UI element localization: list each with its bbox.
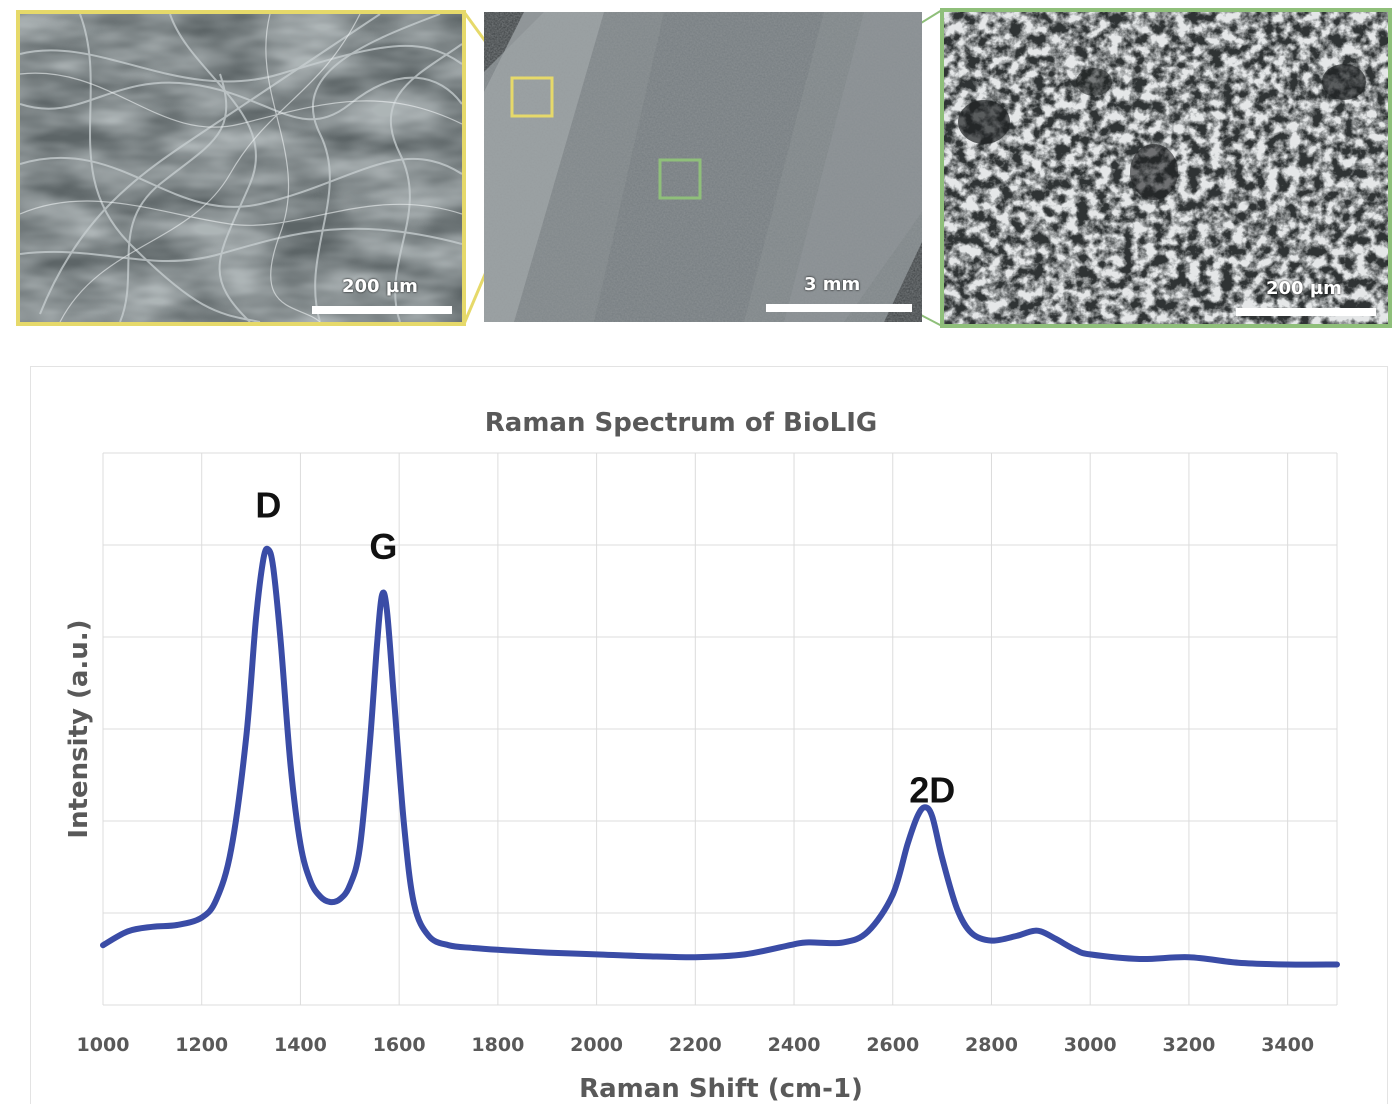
x-axis-ticks: 1000 1200 1400 1600 1800 2000 2200 2400 2600 2800… xyxy=(77,1034,1315,1056)
scale-bar xyxy=(766,304,912,312)
x-tick-label: 3400 xyxy=(1261,1034,1314,1056)
chart-title: Raman Spectrum of BioLIG xyxy=(485,408,877,438)
peak-label: D xyxy=(255,484,281,525)
x-tick-label: 2800 xyxy=(965,1034,1018,1056)
scale-label: 200 µm xyxy=(1266,278,1342,299)
scale-label: 3 mm xyxy=(804,274,861,295)
raman-spectrum-line xyxy=(100,545,1340,968)
scale-bar xyxy=(312,306,452,314)
x-tick-label: 1800 xyxy=(471,1034,524,1056)
x-tick-label: 2400 xyxy=(768,1034,821,1056)
sem-image-overview: 3 mm xyxy=(484,12,922,322)
x-tick-label: 3200 xyxy=(1162,1034,1215,1056)
zoom-region-green xyxy=(658,158,702,200)
x-tick-label: 3000 xyxy=(1064,1034,1117,1056)
raman-chart: 1000 1200 1400 1600 1800 2000 2200 2400 2600 2800… xyxy=(64,408,1340,1104)
x-axis-label: Raman Shift (cm-1) xyxy=(579,1074,863,1104)
x-tick-label: 1600 xyxy=(373,1034,426,1056)
x-tick-label: 1200 xyxy=(175,1034,228,1056)
y-axis-label: Intensity (a.u.) xyxy=(64,619,94,838)
scale-bar xyxy=(1236,308,1376,316)
x-tick-label: 2600 xyxy=(866,1034,919,1056)
x-tick-label: 1000 xyxy=(77,1034,130,1056)
x-tick-label: 1400 xyxy=(274,1034,327,1056)
peak-annotations: D G 2D xyxy=(255,484,955,810)
sem-image-porous: 200 µm xyxy=(940,8,1392,328)
raman-chart-panel: 1000 1200 1400 1600 1800 2000 2200 2400 2600 2800… xyxy=(30,366,1388,1104)
chart-gridlines xyxy=(102,452,1338,1006)
sem-image-fibrous: 200 µm xyxy=(16,10,466,326)
x-tick-label: 2000 xyxy=(570,1034,623,1056)
zoom-region-yellow xyxy=(510,76,554,118)
x-tick-label: 2200 xyxy=(669,1034,722,1056)
peak-label: 2D xyxy=(909,770,955,811)
peak-label: G xyxy=(369,526,397,567)
chart-series xyxy=(100,545,1340,968)
scale-label: 200 µm xyxy=(342,276,418,297)
